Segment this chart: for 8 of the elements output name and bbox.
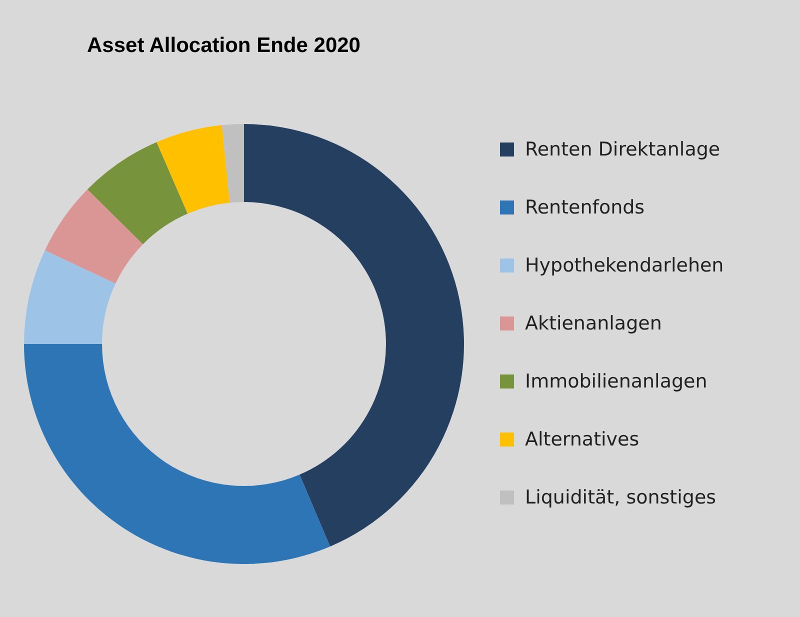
legend-label: Alternatives [525,428,640,450]
legend-label: Renten Direktanlage [525,138,720,160]
legend-label: Immobilienanlagen [525,370,708,392]
legend-label: Rentenfonds [525,196,645,218]
legend-label: Liquidität, sonstiges [525,486,716,508]
chart-title: Asset Allocation Ende 2020 [87,34,360,57]
legend-label: Hypothekendarlehen [525,254,724,276]
legend-label: Aktienanlagen [525,312,662,334]
